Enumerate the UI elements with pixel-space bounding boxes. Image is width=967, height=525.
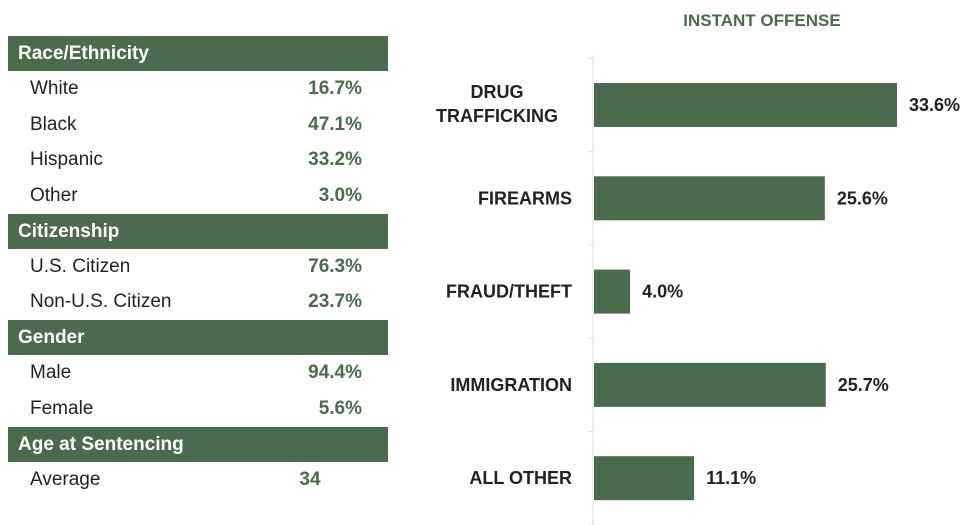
bar-all-other	[594, 456, 695, 501]
value-label-all-other: 11.1%	[706, 468, 756, 488]
bars-group: 33.6% DRUG TRAFFICKING 25.6% FIREARMS 4.0% FRA…	[436, 82, 960, 501]
value-label-drug-trafficking: 33.6%	[909, 95, 960, 115]
category-label-drug-trafficking: DRUG TRAFFICKING	[436, 82, 558, 126]
section-heading-citizenship: Citizenship	[8, 213, 388, 249]
category-label-firearms: FIREARMS	[478, 188, 572, 208]
row-value: 23.7%	[308, 291, 362, 313]
table-row-hispanic: Hispanic 33.2%	[8, 142, 388, 178]
row-label: Non-U.S. Citizen	[30, 291, 172, 313]
row-label: Other	[30, 185, 78, 207]
row-value: 16.7%	[308, 78, 362, 99]
bar-fraud-theft	[594, 269, 631, 314]
table-row-average-age: Average 34	[8, 462, 388, 498]
row-value: 47.1%	[308, 113, 362, 135]
table-row-black: Black 47.1%	[8, 107, 388, 143]
row-label: Black	[30, 113, 77, 135]
category-label-all-other: ALL OTHER	[469, 468, 572, 488]
section-heading-age-at-sentencing: Age at Sentencing	[8, 426, 388, 462]
row-label: U.S. Citizen	[30, 255, 131, 277]
row-value: 33.2%	[308, 149, 362, 171]
row-value: 5.6%	[318, 397, 362, 419]
row-label: Male	[30, 362, 72, 384]
table-row-non-us-citizen: Non-U.S. Citizen 23.7%	[8, 284, 388, 320]
row-value: 76.3%	[308, 255, 362, 277]
category-label-immigration: IMMIGRATION	[450, 375, 572, 395]
table-row-male: Male 94.4%	[8, 355, 388, 391]
value-label-firearms: 25.6%	[837, 188, 888, 208]
value-label-fraud-theft: 4.0%	[642, 282, 683, 302]
section-heading-race-ethnicity: Race/Ethnicity	[8, 36, 388, 71]
value-label-immigration: 25.7%	[838, 375, 889, 395]
chart-title: INSTANT OFFENSE	[683, 11, 840, 30]
row-label: Average	[30, 468, 101, 490]
table-row-other: Other 3.0%	[8, 178, 388, 214]
table-row-us-citizen: U.S. Citizen 76.3%	[8, 249, 388, 285]
row-value: 94.4%	[308, 362, 362, 384]
row-label: White	[30, 78, 79, 99]
row-label: Hispanic	[30, 149, 103, 171]
row-value: 34	[299, 468, 321, 490]
row-value: 3.0%	[318, 185, 362, 207]
table-row-white: White 16.7%	[8, 71, 388, 107]
bar-firearms	[594, 176, 825, 221]
table-row-female: Female 5.6%	[8, 391, 388, 427]
bar-immigration	[594, 362, 826, 407]
category-label-fraud-theft: FRAUD/THEFT	[446, 282, 572, 302]
bar-drug-trafficking	[594, 83, 897, 127]
section-heading-gender: Gender	[8, 320, 388, 356]
row-label: Female	[30, 397, 94, 419]
demographics-table: Race/Ethnicity White 16.7% Black 47.1% H…	[8, 36, 388, 497]
